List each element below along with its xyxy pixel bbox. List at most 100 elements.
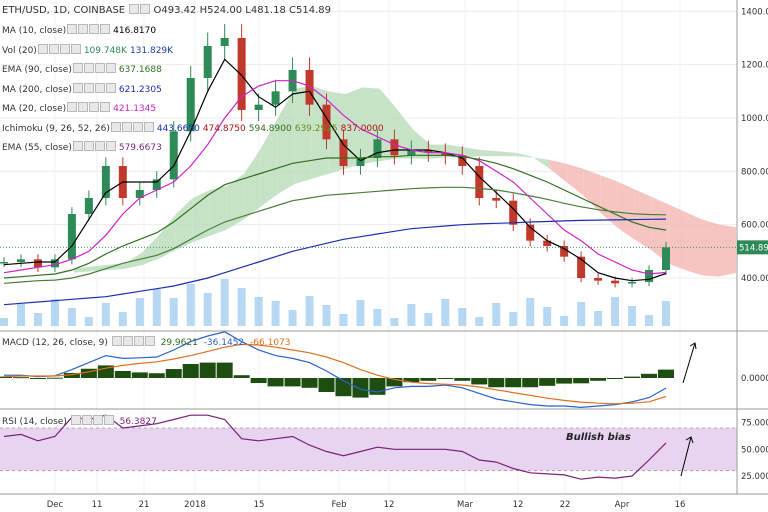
candle-body: [492, 198, 501, 201]
ichimoku-cloud-segment: [277, 88, 295, 195]
macd-histogram-bar: [63, 372, 80, 378]
visibility-box-icon[interactable]: [81, 415, 92, 425]
settings-box-icon[interactable]: [110, 121, 121, 132]
macd-line: [4, 331, 667, 409]
x-tick-label: 21: [139, 500, 150, 510]
macd-histogram-bar: [284, 378, 301, 387]
macd-histogram-bar: [590, 378, 607, 381]
close-box-icon[interactable]: [100, 102, 111, 112]
indicator-value: 421.1345: [113, 104, 157, 114]
visibility-box-icon[interactable]: [48, 43, 59, 54]
indicator-value: 637.1688: [118, 65, 162, 75]
x-tick-label: 11: [92, 500, 103, 510]
volume-bar: [441, 299, 450, 326]
ichimoku-cloud-segment: [566, 163, 584, 196]
macd-histogram-bar: [114, 371, 131, 378]
volume-bar: [322, 305, 331, 326]
add-box-icon[interactable]: [94, 63, 105, 73]
indicator-label: MA (200, close): [2, 84, 72, 95]
volume-bar: [254, 297, 263, 326]
visibility-box-icon[interactable]: [122, 336, 133, 346]
indicator-label: MA (10, close): [2, 26, 67, 36]
add-box-icon[interactable]: [94, 141, 105, 151]
ichimoku-cloud-segment: [668, 204, 686, 270]
candle-body: [16, 259, 25, 262]
volume-bar: [492, 303, 501, 326]
volume-bar: [390, 318, 399, 326]
close-box-icon[interactable]: [103, 415, 114, 425]
settings-box-icon[interactable]: [72, 63, 83, 73]
add-box-icon[interactable]: [89, 102, 100, 112]
macd-histogram-bar: [12, 377, 29, 379]
close-box-icon[interactable]: [70, 43, 81, 54]
settings-box-icon[interactable]: [67, 24, 78, 34]
macd-histogram-bar: [318, 378, 335, 392]
close-box-icon[interactable]: [105, 63, 116, 73]
ichimoku-cloud-segment: [107, 263, 125, 271]
rsi-value: 56.3827: [119, 417, 157, 427]
ichimoku-cloud-segment: [243, 148, 261, 220]
rsi-panel: [0, 414, 737, 480]
indicator-legend-1: Vol (20) 109.748K 131.829K: [2, 43, 173, 57]
settings-box-icon[interactable]: [72, 141, 83, 151]
add-box-icon[interactable]: [92, 415, 103, 425]
settings-box-icon[interactable]: [129, 4, 140, 14]
close-box-icon[interactable]: [143, 121, 154, 132]
visibility-box-icon[interactable]: [78, 24, 89, 34]
macd-histogram-bar: [148, 373, 165, 378]
volume-bar: [67, 308, 76, 326]
ichimoku-cloud-segment: [481, 150, 499, 157]
macd-histogram-bar: [539, 378, 556, 386]
settings-box-icon[interactable]: [72, 82, 83, 93]
add-box-icon[interactable]: [132, 121, 143, 132]
symbol-label: ETH/USD, 1D, COINBASE: [2, 5, 126, 16]
macd-histogram-bar: [182, 364, 199, 378]
volume-bar: [339, 314, 348, 326]
visibility-box-icon[interactable]: [83, 63, 94, 73]
candle-body: [441, 152, 450, 156]
macd-histogram-bar: [454, 378, 471, 381]
ichimoku-cloud-segment: [651, 196, 669, 264]
volume-bar: [628, 306, 637, 326]
visibility-box-icon[interactable]: [121, 121, 132, 132]
ichimoku-cloud-segment: [719, 224, 736, 277]
macd-histogram-bar: [641, 373, 658, 378]
settings-box-icon[interactable]: [67, 102, 78, 112]
volume-bar: [0, 318, 8, 326]
macd-histogram-bar: [80, 368, 97, 378]
visibility-box-icon[interactable]: [83, 82, 94, 93]
rsi-line: [3, 414, 667, 480]
visibility-box-icon[interactable]: [83, 141, 94, 151]
ichimoku-cloud-segment: [74, 266, 91, 273]
add-box-icon[interactable]: [59, 43, 70, 54]
macd-histogram-bar: [352, 378, 369, 398]
settings-box-icon[interactable]: [111, 336, 122, 346]
y-tick-label: 1400.00: [741, 7, 768, 17]
visibility-box-icon[interactable]: [78, 102, 89, 112]
indicator-legend-0: MA (10, close) 416.8170: [2, 24, 156, 37]
close-box-icon[interactable]: [144, 336, 155, 346]
ichimoku-cloud-segment: [549, 159, 567, 182]
settings-box-icon[interactable]: [70, 415, 81, 425]
candle-body: [356, 158, 365, 166]
volume-bar: [560, 316, 569, 326]
series-line: [3, 80, 667, 275]
close-box-icon[interactable]: [105, 82, 116, 93]
add-box-icon[interactable]: [89, 24, 100, 34]
indicator-legend-3: MA (200, close) 621.2305: [2, 82, 162, 96]
candle-body: [101, 166, 110, 198]
add-box-icon[interactable]: [133, 336, 144, 346]
candle-body: [458, 155, 467, 166]
ichimoku-cloud-segment: [464, 147, 482, 158]
close-box-icon[interactable]: [100, 24, 111, 34]
macd-histogram-bar: [573, 378, 590, 384]
close-box-icon[interactable]: [105, 141, 116, 151]
rsi-tick-label: 25.0000: [741, 472, 768, 482]
last-price-label: 514.89: [739, 243, 768, 253]
macd-tick-label: 0.0000: [741, 374, 768, 384]
settings-box-icon[interactable]: [37, 43, 48, 54]
visibility-box-icon[interactable]: [140, 4, 151, 14]
add-box-icon[interactable]: [94, 82, 105, 93]
candle-body: [509, 200, 518, 225]
